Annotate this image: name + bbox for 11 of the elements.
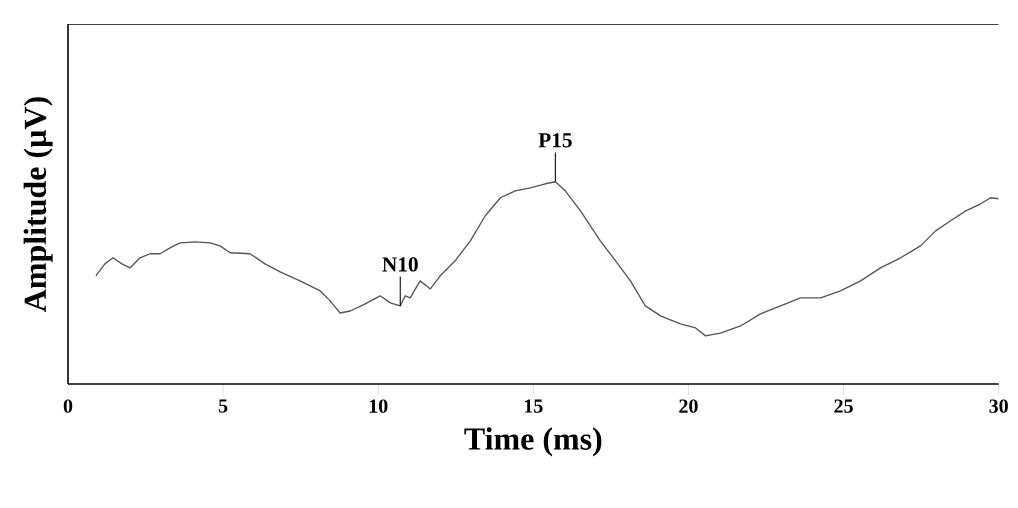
x-tick-label: 5: [218, 399, 228, 413]
x-axis-title: Time (ms): [464, 427, 602, 457]
x-tick-label: 15: [524, 399, 543, 413]
y-axis-title: Amplitude (µV): [23, 97, 53, 313]
x-tick-label: 0: [63, 399, 73, 413]
x-tick-label: 20: [679, 399, 698, 413]
annotation: N10: [382, 257, 418, 272]
x-tick-label: 30: [989, 399, 1008, 413]
annotation: P15: [538, 133, 572, 148]
x-tick-label: 25: [834, 399, 853, 413]
x-tick-label: 10: [369, 399, 388, 413]
